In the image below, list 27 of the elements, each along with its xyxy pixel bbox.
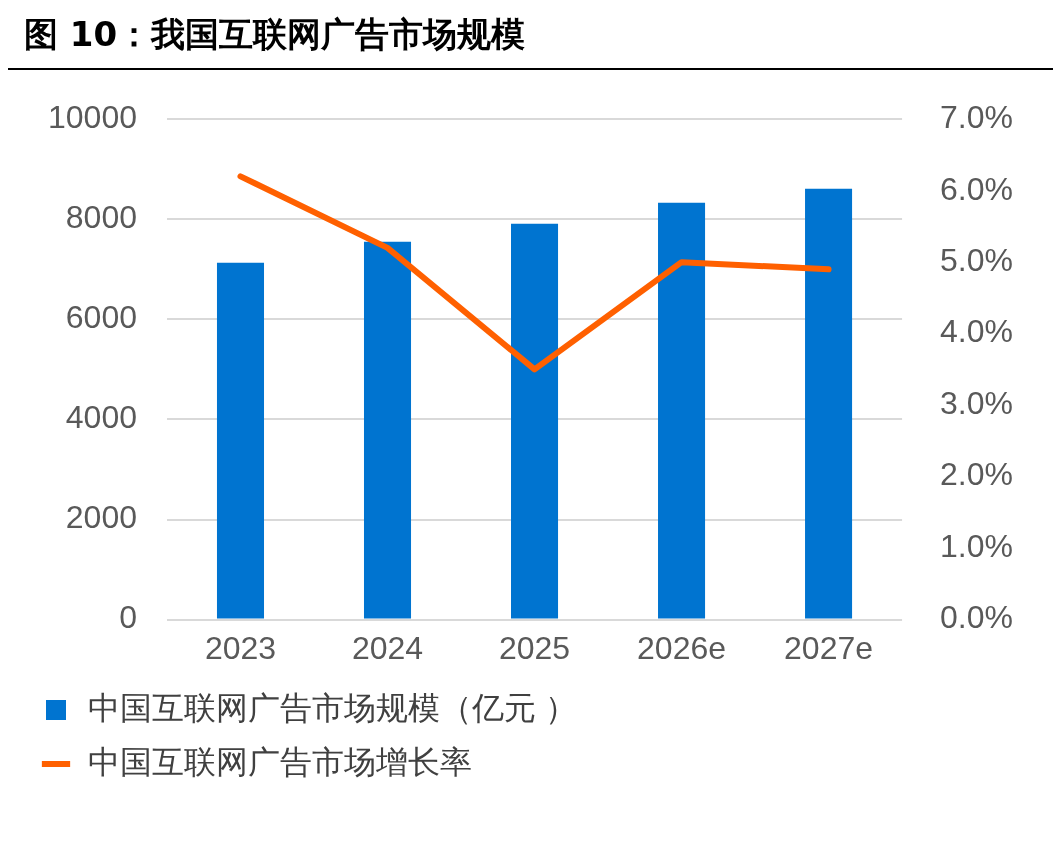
y2-tick-label: 3.0% xyxy=(940,384,1013,421)
bar xyxy=(216,262,265,619)
x-tick-label: 2025 xyxy=(498,629,571,666)
y2-tick-label: 5.0% xyxy=(940,242,1013,278)
y2-tick-label: 4.0% xyxy=(940,313,1013,350)
y2-tick-label: 6.0% xyxy=(940,170,1013,207)
x-tick-label: 2026e xyxy=(637,629,727,666)
bar xyxy=(658,202,706,619)
chart-title: 图 10：我国互联网广告市场规模 xyxy=(8,8,1053,70)
y-tick-label: 6000 xyxy=(65,299,137,336)
y-tick-label: 4000 xyxy=(65,399,137,436)
y-tick-label: 8000 xyxy=(65,199,137,236)
bar xyxy=(363,241,412,619)
legend-label: 中国互联网广告市场增长率 xyxy=(88,743,472,780)
bar xyxy=(511,223,559,619)
legend-label: 中国互联网广告市场规模（亿元 ） xyxy=(88,689,577,726)
y2-tick-label: 7.0% xyxy=(940,99,1013,136)
y2-tick-label: 2.0% xyxy=(940,456,1013,493)
x-tick-label: 2024 xyxy=(351,629,424,666)
bar xyxy=(805,188,853,619)
x-tick-label: 2027e xyxy=(784,629,874,666)
y2-tick-label: 1.0% xyxy=(940,527,1013,564)
y-tick-label: 2000 xyxy=(65,499,137,536)
x-tick-label: 2023 xyxy=(204,629,277,666)
y-tick-label: 0 xyxy=(119,599,137,636)
y-tick-label: 10000 xyxy=(48,99,137,136)
y2-tick-label: 0.0% xyxy=(940,599,1013,636)
